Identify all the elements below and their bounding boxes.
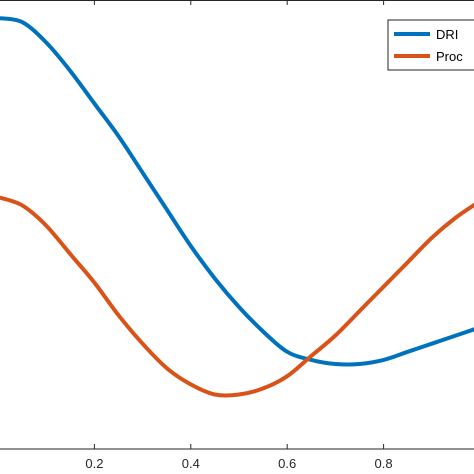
x-tick-label: 0.6 — [278, 456, 296, 471]
legend-label-proc: Proc — [436, 49, 463, 64]
series-line-dri — [0, 16, 474, 367]
legend: DRI Proc — [387, 19, 474, 71]
legend-label-dri: DRI — [436, 27, 458, 42]
series-layer — [0, 16, 474, 398]
x-tick-label: 0.4 — [182, 456, 200, 471]
legend-box — [387, 19, 474, 71]
x-tick-label: 0.8 — [375, 456, 393, 471]
x-tick-label: 0.2 — [85, 456, 103, 471]
series-line-proc — [0, 195, 474, 398]
